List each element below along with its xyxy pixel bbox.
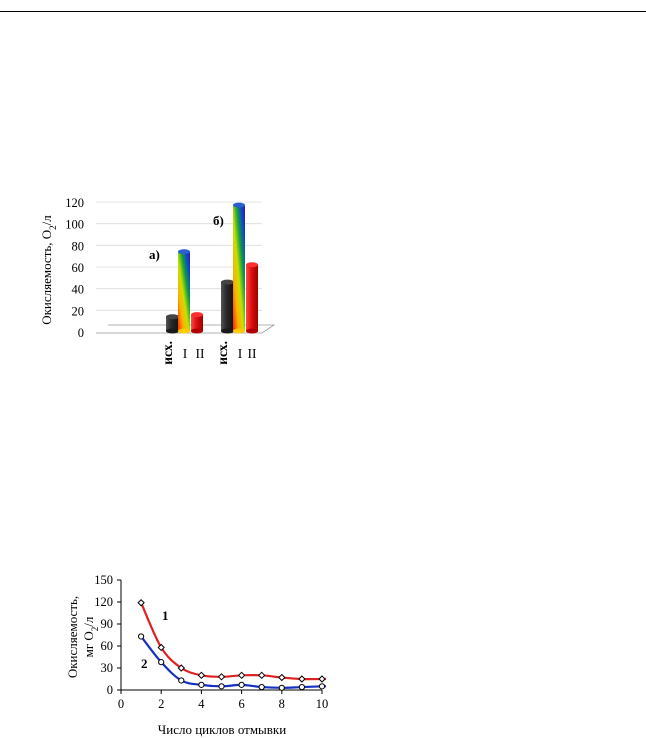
line-chart-point bbox=[157, 643, 165, 652]
line-chart-x-axis-label: Число циклов отмывки bbox=[158, 722, 286, 737]
bar-chart-y-ticks: 0 20 40 60 80 100 120 bbox=[65, 196, 84, 340]
bar-chart-bar-base bbox=[178, 328, 190, 334]
line-chart-point bbox=[198, 681, 205, 688]
line-chart-x-tick-label: 2 bbox=[158, 697, 164, 711]
line-chart-ticks: 0 30 60 90 120 150 0 2 4 6 8 10 bbox=[94, 573, 328, 711]
line-chart-point bbox=[278, 684, 285, 691]
line-chart-point bbox=[237, 671, 246, 680]
bar-chart-bar-base bbox=[246, 328, 258, 334]
bar-chart-category-label: исх. bbox=[215, 341, 230, 365]
bar-chart-bar bbox=[191, 314, 203, 331]
bar-chart-bar-base bbox=[191, 328, 203, 334]
line-chart-point bbox=[178, 677, 185, 684]
line-chart-point bbox=[137, 599, 145, 607]
line-chart-point bbox=[258, 683, 265, 691]
bar-chart-category-label: II bbox=[196, 346, 205, 361]
line-chart-y-axis-label-line1: Окисляемость, bbox=[65, 596, 80, 678]
line-chart-point bbox=[177, 664, 186, 672]
line-chart-series-line bbox=[140, 635, 327, 689]
line-chart-series-label: 1 bbox=[162, 608, 169, 623]
bar-chart-y-tick-label: 0 bbox=[78, 326, 84, 340]
bar-chart-category-labels: исх. I II исх. I II bbox=[160, 341, 257, 365]
bar-chart-bar-cap bbox=[166, 314, 179, 320]
bar-chart-category-label: II bbox=[248, 346, 257, 361]
bar-chart-bar-cap bbox=[191, 312, 203, 318]
line-chart-point bbox=[158, 659, 165, 666]
line-chart-axes bbox=[120, 580, 322, 691]
bar-chart-bars bbox=[166, 202, 258, 334]
bar-chart-category-label: I bbox=[183, 346, 188, 361]
bar-chart-bar-cap bbox=[221, 279, 234, 285]
bar-chart-bar-base bbox=[233, 328, 245, 334]
bar-chart-y-tick-label: 120 bbox=[65, 196, 84, 210]
bar-chart-bar-cap bbox=[246, 262, 258, 268]
line-chart-x-tick-label: 0 bbox=[118, 697, 124, 711]
bar-chart-bar-base bbox=[166, 328, 179, 334]
bar-chart-category-label: исх. bbox=[160, 341, 175, 365]
bar-chart-bar bbox=[166, 316, 179, 331]
line-chart-point bbox=[238, 681, 245, 688]
line-chart-point bbox=[298, 675, 306, 683]
line-chart-y-tick-label: 30 bbox=[101, 661, 114, 675]
line-chart-x-tick-label: 4 bbox=[198, 697, 205, 711]
line-chart-point bbox=[217, 673, 226, 681]
bar-chart-bar bbox=[221, 282, 234, 331]
line-chart-point bbox=[298, 683, 305, 691]
bar-chart-bar bbox=[178, 251, 190, 331]
line-chart-series: 12 bbox=[137, 599, 327, 691]
bar-chart-category-label: I bbox=[238, 346, 243, 361]
line-chart-y-tick-label: 150 bbox=[94, 573, 113, 587]
bar-chart-bar-base bbox=[221, 328, 234, 334]
bar-chart-panel-label: а) bbox=[149, 247, 160, 262]
bar-chart-y-tick-label: 80 bbox=[72, 239, 85, 253]
bar-chart-y-axis-label: Окисляемость, O2/л bbox=[39, 215, 58, 325]
line-chart-point bbox=[318, 683, 326, 690]
line-chart-point bbox=[197, 671, 206, 680]
line-chart-y-tick-label: 0 bbox=[107, 683, 113, 697]
line-chart-series-label: 2 bbox=[141, 656, 148, 671]
bar-chart-panel-label: б) bbox=[213, 213, 224, 228]
bar-chart-y-tick-label: 100 bbox=[65, 218, 84, 232]
line-chart-point bbox=[218, 683, 225, 690]
bar-chart-bar-cap bbox=[178, 249, 190, 255]
line-chart-point bbox=[138, 633, 145, 640]
line-chart-x-tick-label: 6 bbox=[238, 697, 244, 711]
line-chart-point bbox=[257, 671, 266, 680]
line-chart-series-line bbox=[140, 602, 327, 681]
line-chart-y-axis-label-line2: мг O2/л bbox=[81, 616, 100, 657]
line-chart-x-tick-label: 10 bbox=[316, 697, 329, 711]
bar-chart-panel-labels: а) б) bbox=[149, 213, 224, 262]
bar-chart-y-tick-label: 60 bbox=[72, 261, 85, 275]
bar-chart-bar bbox=[246, 264, 258, 331]
line-chart-y-tick-label: 90 bbox=[101, 617, 114, 631]
line-chart-y-tick-label: 60 bbox=[101, 639, 114, 653]
line-chart-y-tick-label: 120 bbox=[94, 595, 113, 609]
bar-chart-bar-cap bbox=[233, 202, 245, 208]
bar-chart-y-tick-label: 40 bbox=[72, 283, 85, 297]
page-top-rule bbox=[0, 11, 646, 12]
line-chart-x-tick-label: 8 bbox=[279, 697, 285, 711]
line-chart-point bbox=[318, 675, 326, 683]
line-chart: Окисляемость, мг O2/л 0 30 60 90 120 150 0 2 4 6 8… bbox=[65, 573, 328, 737]
line-chart-point bbox=[278, 673, 286, 682]
bar-chart-y-tick-label: 20 bbox=[72, 304, 85, 318]
bar-chart-bar bbox=[233, 205, 245, 331]
